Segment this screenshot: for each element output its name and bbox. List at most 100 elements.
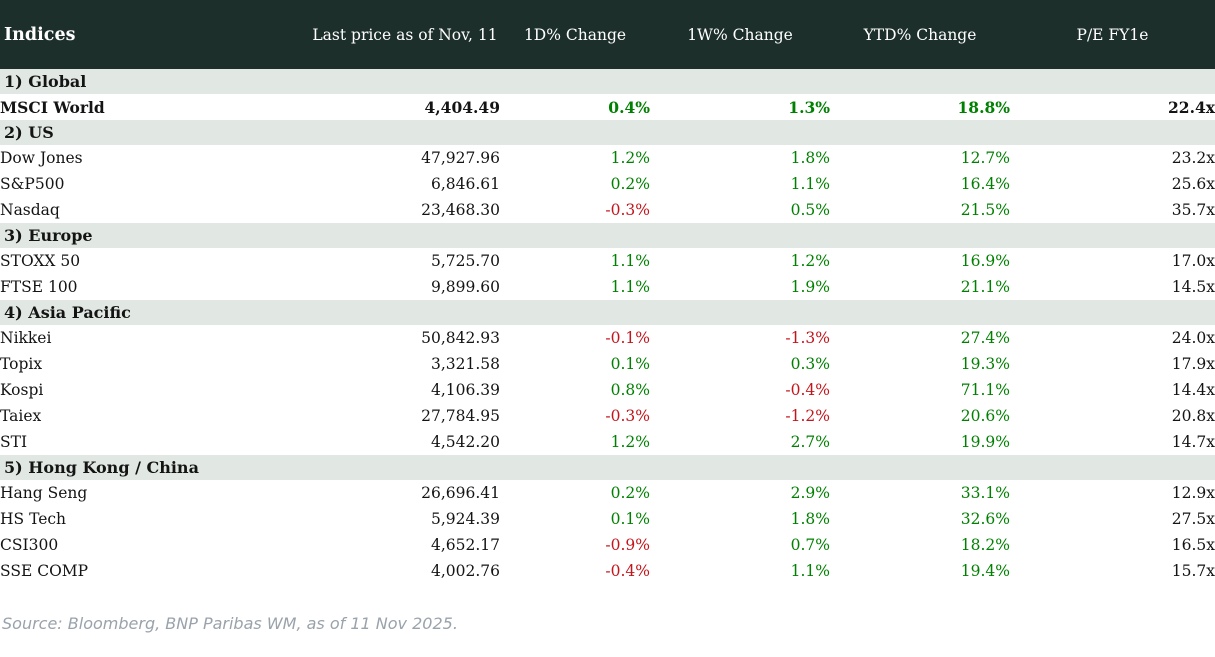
ytd-change: 71.1% [960, 381, 1010, 399]
index-name: FTSE 100 [0, 278, 78, 296]
last-price: 6,846.61 [430, 175, 500, 193]
last-price: 4,542.20 [430, 433, 500, 451]
ytd-change: 20.6% [960, 407, 1010, 425]
1d-change: -0.1% [605, 329, 650, 347]
index-name: SSE COMP [0, 562, 89, 580]
ytd-change: 33.1% [960, 484, 1010, 502]
source-note: Source: Bloomberg, BNP Paribas WM, as of… [2, 614, 458, 633]
index-name: STOXX 50 [0, 252, 81, 270]
pe-ratio: 16.5x [1171, 536, 1215, 554]
table-row: S&P500 6,846.61 0.2% 1.1% 16.4% 25.6x [0, 171, 1215, 197]
table-row: FTSE 100 9,899.60 1.1% 1.9% 21.1% 14.5x [0, 274, 1215, 300]
last-price: 4,652.17 [430, 536, 500, 554]
1d-change: -0.3% [605, 407, 650, 425]
index-name: HS Tech [0, 510, 67, 528]
pe-ratio: 17.0x [1171, 252, 1215, 270]
last-price: 27,784.95 [421, 407, 500, 425]
1w-change: 0.7% [790, 536, 830, 554]
pe-ratio: 27.5x [1171, 510, 1215, 528]
1w-change: 2.9% [790, 484, 830, 502]
1w-change: 1.2% [790, 252, 830, 270]
table-header: Indices Last price as of Nov, 11 1D% Cha… [0, 0, 1215, 69]
last-price: 23,468.30 [421, 201, 500, 219]
1d-change: 0.2% [610, 175, 650, 193]
table-row: MSCI World 4,404.49 0.4% 1.3% 18.8% 22.4x [0, 94, 1215, 120]
pe-ratio: 14.7x [1171, 433, 1215, 451]
index-name: Taiex [0, 407, 42, 425]
last-price: 3,321.58 [430, 355, 500, 373]
ytd-change: 12.7% [960, 149, 1010, 167]
1d-change: -0.4% [605, 562, 650, 580]
ytd-change: 21.1% [960, 278, 1010, 296]
1w-change: 0.5% [790, 201, 830, 219]
ytd-change: 18.8% [957, 97, 1010, 117]
index-name: Nasdaq [0, 201, 60, 219]
table-row: Taiex 27,784.95 -0.3% -1.2% 20.6% 20.8x [0, 403, 1215, 429]
1w-change: 1.1% [790, 175, 830, 193]
1d-change: -0.3% [605, 201, 650, 219]
table-row: Dow Jones 47,927.96 1.2% 1.8% 12.7% 23.2x [0, 145, 1215, 171]
ytd-change: 16.9% [960, 252, 1010, 270]
1w-change: 1.8% [790, 510, 830, 528]
table-row: Kospi 4,106.39 0.8% -0.4% 71.1% 14.4x [0, 377, 1215, 403]
table-title: Indices [4, 24, 76, 45]
index-name: Kospi [0, 381, 44, 399]
index-name: Topix [0, 355, 43, 373]
last-price: 5,725.70 [430, 252, 500, 270]
last-price: 5,924.39 [430, 510, 500, 528]
1w-change: -0.4% [785, 381, 830, 399]
ytd-change: 19.4% [960, 562, 1010, 580]
1d-change: 0.8% [610, 381, 650, 399]
1w-change: 2.7% [790, 433, 830, 451]
section-label: 5) Hong Kong / China [4, 458, 199, 477]
1w-change: 1.9% [790, 278, 830, 296]
1w-change: -1.3% [785, 329, 830, 347]
section-label: 3) Europe [4, 226, 93, 245]
section-label: 1) Global [4, 72, 87, 91]
table-row: HS Tech 5,924.39 0.1% 1.8% 32.6% 27.5x [0, 506, 1215, 532]
section-row: 4) Asia Pacific [0, 300, 1215, 325]
index-name: Dow Jones [0, 149, 83, 167]
1d-change: 1.1% [610, 278, 650, 296]
section-label: 2) US [4, 123, 54, 142]
pe-ratio: 15.7x [1171, 562, 1215, 580]
1d-change: 0.1% [610, 510, 650, 528]
col-header-last-price: Last price as of Nov, 11 [312, 25, 498, 44]
pe-ratio: 25.6x [1171, 175, 1215, 193]
1w-change: 0.3% [790, 355, 830, 373]
section-row: 3) Europe [0, 223, 1215, 248]
last-price: 4,404.49 [424, 97, 500, 117]
1d-change: -0.9% [605, 536, 650, 554]
last-price: 26,696.41 [421, 484, 500, 502]
index-name: Nikkei [0, 329, 52, 347]
ytd-change: 18.2% [960, 536, 1010, 554]
section-row: 1) Global [0, 69, 1215, 94]
col-header-1w-change: 1W% Change [687, 25, 793, 44]
indices-table: Indices Last price as of Nov, 11 1D% Cha… [0, 0, 1215, 584]
pe-ratio: 22.4x [1168, 97, 1215, 117]
1d-change: 1.2% [610, 433, 650, 451]
pe-ratio: 12.9x [1171, 484, 1215, 502]
1d-change: 1.1% [610, 252, 650, 270]
1w-change: 1.3% [788, 97, 830, 117]
index-name: S&P500 [0, 175, 65, 193]
1w-change: 1.1% [790, 562, 830, 580]
col-header-1d-change: 1D% Change [523, 25, 627, 44]
col-header-ytd-change: YTD% Change [863, 25, 977, 44]
1d-change: 0.1% [610, 355, 650, 373]
pe-ratio: 17.9x [1171, 355, 1215, 373]
table-row: STI 4,542.20 1.2% 2.7% 19.9% 14.7x [0, 429, 1215, 455]
index-name: MSCI World [0, 97, 105, 117]
ytd-change: 19.3% [960, 355, 1010, 373]
table-row: CSI300 4,652.17 -0.9% 0.7% 18.2% 16.5x [0, 532, 1215, 558]
pe-ratio: 35.7x [1171, 201, 1215, 219]
table-body: 1) Global MSCI World 4,404.49 0.4% 1.3% 18.8%… [0, 69, 1215, 584]
ytd-change: 21.5% [960, 201, 1010, 219]
section-label: 4) Asia Pacific [4, 303, 131, 322]
index-name: Hang Seng [0, 484, 88, 502]
ytd-change: 19.9% [960, 433, 1010, 451]
index-name: STI [0, 433, 28, 451]
col-header-pe: P/E FY1e [1076, 25, 1149, 44]
pe-ratio: 24.0x [1171, 329, 1215, 347]
pe-ratio: 23.2x [1171, 149, 1215, 167]
